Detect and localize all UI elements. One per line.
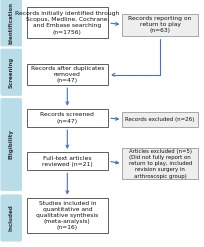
- FancyBboxPatch shape: [0, 49, 22, 96]
- FancyBboxPatch shape: [27, 7, 108, 38]
- Text: Records reporting on
return to play
(n=63): Records reporting on return to play (n=6…: [129, 16, 192, 33]
- FancyBboxPatch shape: [122, 14, 198, 36]
- Text: Records initially identified through
Scopus, Medline, Cochrane,
and Embase searc: Records initially identified through Sco…: [15, 11, 120, 35]
- Text: Records excluded (n=26): Records excluded (n=26): [125, 117, 195, 122]
- Text: Records screened
(n=47): Records screened (n=47): [40, 112, 94, 124]
- FancyBboxPatch shape: [27, 109, 108, 127]
- Text: Studies included in
quantitative and
qualitative synthesis
(meta-analysis)
(n=16: Studies included in quantitative and qua…: [36, 201, 99, 230]
- FancyBboxPatch shape: [27, 64, 108, 85]
- Text: Screening: Screening: [9, 57, 14, 88]
- Text: Identification: Identification: [9, 2, 14, 44]
- FancyBboxPatch shape: [0, 98, 22, 191]
- FancyBboxPatch shape: [122, 112, 198, 127]
- FancyBboxPatch shape: [0, 0, 22, 46]
- Text: Full-text articles
reviewed (n=21): Full-text articles reviewed (n=21): [42, 156, 93, 167]
- Text: Eligibility: Eligibility: [9, 129, 14, 160]
- FancyBboxPatch shape: [27, 198, 108, 233]
- Text: Records after duplicates
removed
(n=47): Records after duplicates removed (n=47): [31, 66, 104, 83]
- FancyBboxPatch shape: [27, 152, 108, 170]
- Text: Included: Included: [9, 205, 14, 231]
- Text: Articles excluded (n=5)
(Did not fully report on
return to play, included
revisi: Articles excluded (n=5) (Did not fully r…: [129, 149, 192, 179]
- FancyBboxPatch shape: [0, 194, 22, 242]
- FancyBboxPatch shape: [122, 148, 198, 179]
